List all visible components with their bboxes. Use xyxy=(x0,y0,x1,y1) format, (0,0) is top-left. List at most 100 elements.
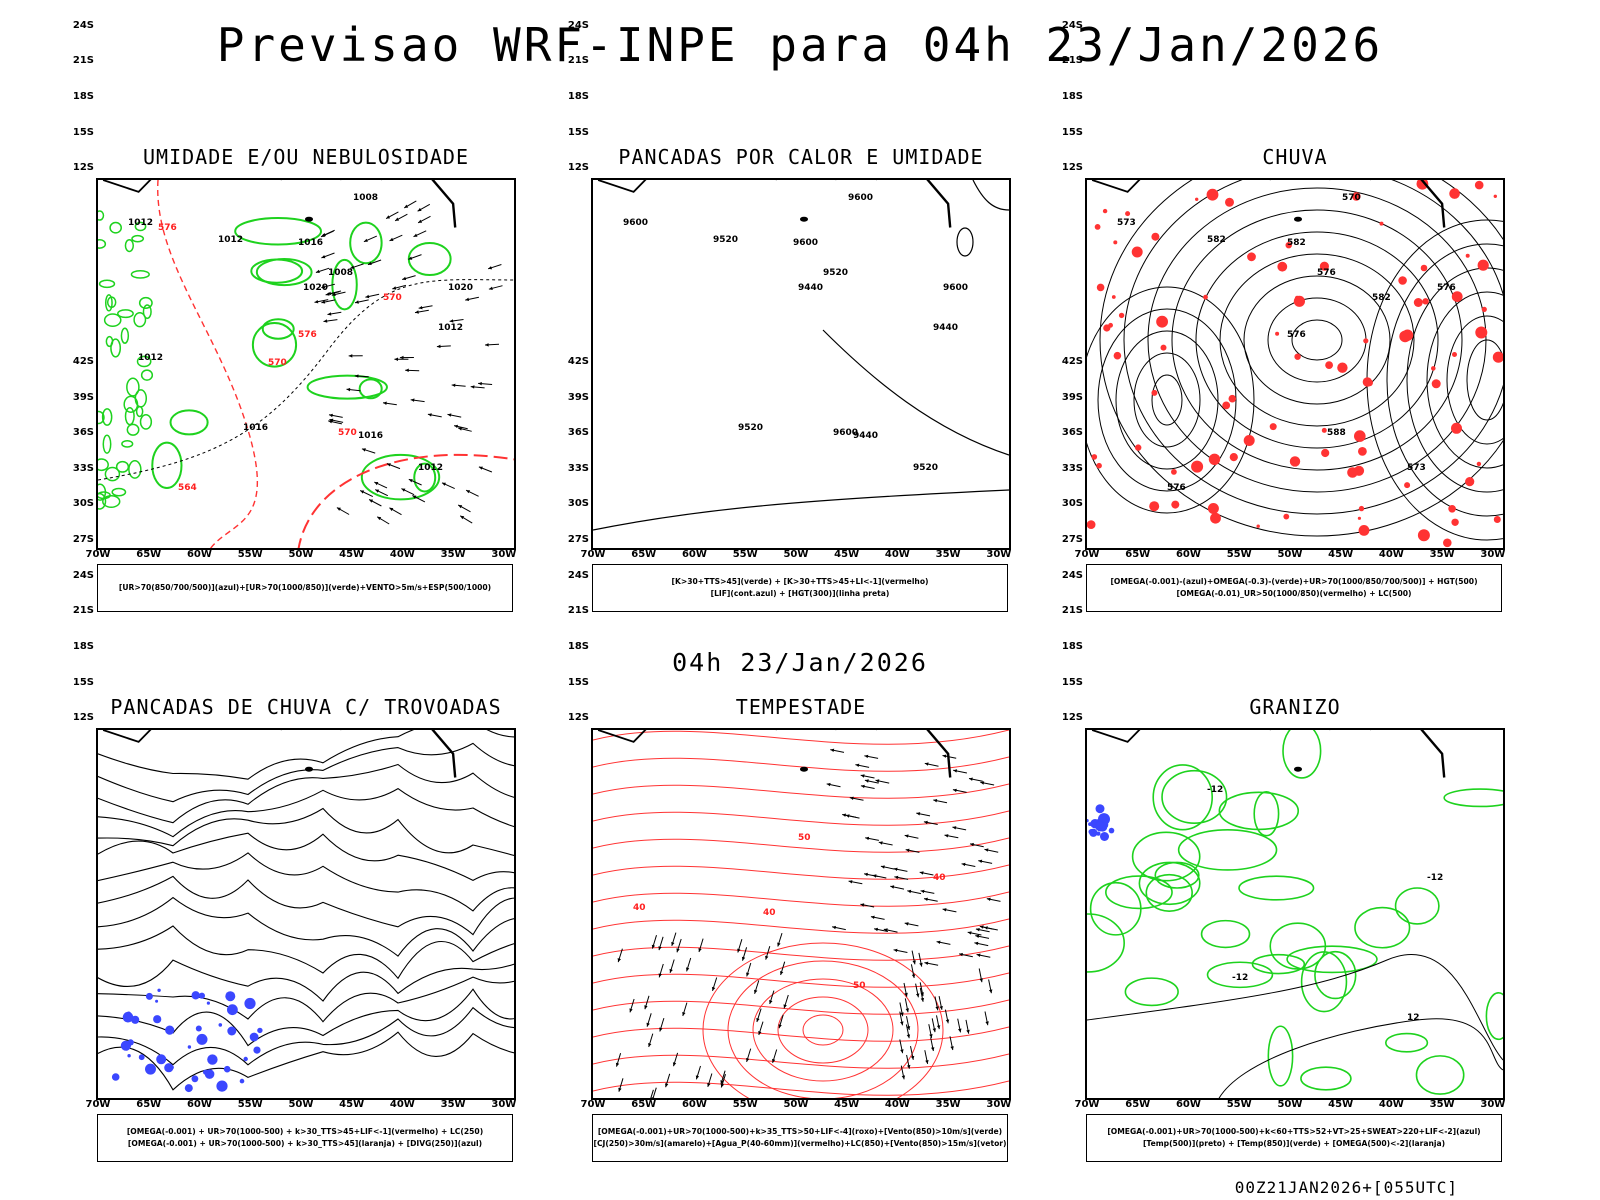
humidity-andes-contour xyxy=(98,492,107,510)
humidity-andes-contour xyxy=(109,221,122,234)
humidity-andes-contour xyxy=(139,414,153,430)
divergence-blue-cell xyxy=(227,1026,237,1036)
contour-label: -12 xyxy=(1207,785,1223,795)
rain-red-cell xyxy=(1420,264,1428,272)
temperature-850-contour xyxy=(1300,1066,1352,1091)
rain-red-cell xyxy=(1283,513,1290,520)
panel-title: UMIDADE E/OU NEBULOSIDADE xyxy=(142,145,470,169)
state-border xyxy=(102,730,152,743)
field-layer xyxy=(1087,730,1503,1098)
contour-label: 1012 xyxy=(128,218,153,228)
contour-label: 573 xyxy=(1117,218,1136,228)
wind-vector xyxy=(415,310,419,314)
legend-line: [OMEGA(-0.001)-(azul)+OMEGA(-0.3)-(verde… xyxy=(1110,577,1478,586)
latitude-label: 24S xyxy=(1061,19,1083,31)
wind-vector xyxy=(399,355,404,360)
pressure-contour xyxy=(593,918,1009,934)
wind-vector xyxy=(905,848,910,852)
longitude-label: 30W xyxy=(986,549,1012,560)
wind-vector xyxy=(360,490,365,494)
humidity-low-contour xyxy=(151,441,183,490)
map-canvas: 9600960096009600960095209520952095209440… xyxy=(593,180,1009,531)
temperature-500-contour xyxy=(1087,953,1503,1061)
pressure-contour xyxy=(752,978,894,1082)
wind-vector xyxy=(765,955,769,960)
wind-vector xyxy=(375,489,380,493)
wind-vector xyxy=(976,953,981,957)
wind-vector xyxy=(894,875,899,880)
panel-title: GRANIZO xyxy=(1249,695,1341,719)
wind-vector xyxy=(985,1021,989,1026)
wind-vector xyxy=(465,297,470,301)
geography-layer xyxy=(597,730,952,778)
latitude-label: 24S xyxy=(567,569,589,581)
latitude-label: 15S xyxy=(567,676,589,688)
divergence-blue-cell xyxy=(195,1025,202,1032)
divergence-blue-cell xyxy=(196,1033,208,1045)
longitude-label: 30W xyxy=(1480,1099,1506,1110)
longitude-label: 55W xyxy=(1226,1099,1252,1110)
pressure-contour xyxy=(593,864,1009,880)
contour-label: 40 xyxy=(633,903,646,913)
temperature-850-contour xyxy=(1269,922,1327,970)
rain-red-cell xyxy=(1285,242,1292,249)
field-layer xyxy=(98,730,514,1093)
rain-red-cell xyxy=(1289,456,1301,467)
legend-line: [UR>70(850/700/500)](azul)+[UR>70(1000/8… xyxy=(118,583,492,592)
longitude-label: 40W xyxy=(884,549,910,560)
wind-vector xyxy=(451,383,456,387)
wind-vector xyxy=(412,495,417,499)
latitude-label: 15S xyxy=(1061,676,1083,688)
wind-vector xyxy=(916,812,921,816)
rain-red-cell xyxy=(1443,538,1452,548)
latitude-label: 24S xyxy=(72,569,94,581)
wind-vector xyxy=(959,952,963,957)
wind-vector xyxy=(986,897,991,901)
contour-label: 9600 xyxy=(943,283,968,293)
rain-red-cell xyxy=(1451,518,1459,526)
streamline xyxy=(98,959,514,1002)
wind-vector xyxy=(780,971,784,975)
wind-vector xyxy=(408,256,413,260)
weather-map: 40 50 50 40 40 xyxy=(591,728,1011,1100)
humidity-low-contour xyxy=(306,374,388,400)
wind-vector xyxy=(369,499,374,503)
latitude-label: 12S xyxy=(72,712,94,724)
wind-vector xyxy=(418,219,423,223)
contour-label: 40 xyxy=(933,873,946,883)
panel-legend: [OMEGA(-0.001)+UR>70(1000-500)+k>35_TTS>… xyxy=(592,1114,1008,1162)
wind-vector xyxy=(652,1087,657,1098)
latitude-label: 42S xyxy=(567,356,589,367)
rain-red-cell xyxy=(1422,298,1429,305)
legend-line: [K>30+TTS>45](verde) + [K>30+TTS>45+LI<-… xyxy=(671,577,929,586)
map-canvas: 576 582 576 582 588 576 573 570 576 573 582 xyxy=(1087,180,1503,548)
weather-map: 576 582 576 582 588 576 573 570 576 573 582 xyxy=(1085,178,1505,550)
wind-vector xyxy=(321,255,326,259)
latitude-label: 24S xyxy=(72,19,94,31)
longitude-label: 55W xyxy=(732,549,758,560)
panel-legend: [K>30+TTS>45](verde) + [K>30+TTS>45+LI<-… xyxy=(592,564,1008,612)
humidity-andes-contour xyxy=(134,389,148,408)
rain-red-cell xyxy=(1096,283,1105,292)
humidity-andes-contour xyxy=(133,312,147,328)
wind-vector xyxy=(924,762,929,766)
humidity-andes-contour xyxy=(117,309,134,319)
wind-vector xyxy=(417,207,422,212)
humidity-andes-contour xyxy=(124,238,134,253)
temperature-850-contour xyxy=(1206,961,1274,989)
geopotential-contour xyxy=(1151,374,1183,426)
longitude-label: 70W xyxy=(85,549,111,560)
rain-red-cell xyxy=(1131,246,1143,258)
geopotential-contour xyxy=(1123,180,1503,515)
wind-vector xyxy=(746,1058,750,1062)
latitude-label: 21S xyxy=(72,55,94,67)
wind-vector xyxy=(686,967,690,972)
rain-red-cell xyxy=(1203,294,1208,300)
divergence-blue-cell xyxy=(156,1054,167,1065)
wind-vector xyxy=(878,841,883,845)
contour-label: 576 xyxy=(298,330,317,340)
temperature-850-contour xyxy=(1384,1032,1429,1053)
rain-red-cell xyxy=(1358,525,1370,536)
rain-red-cell xyxy=(1102,208,1108,214)
rain-red-cell xyxy=(1151,389,1158,396)
